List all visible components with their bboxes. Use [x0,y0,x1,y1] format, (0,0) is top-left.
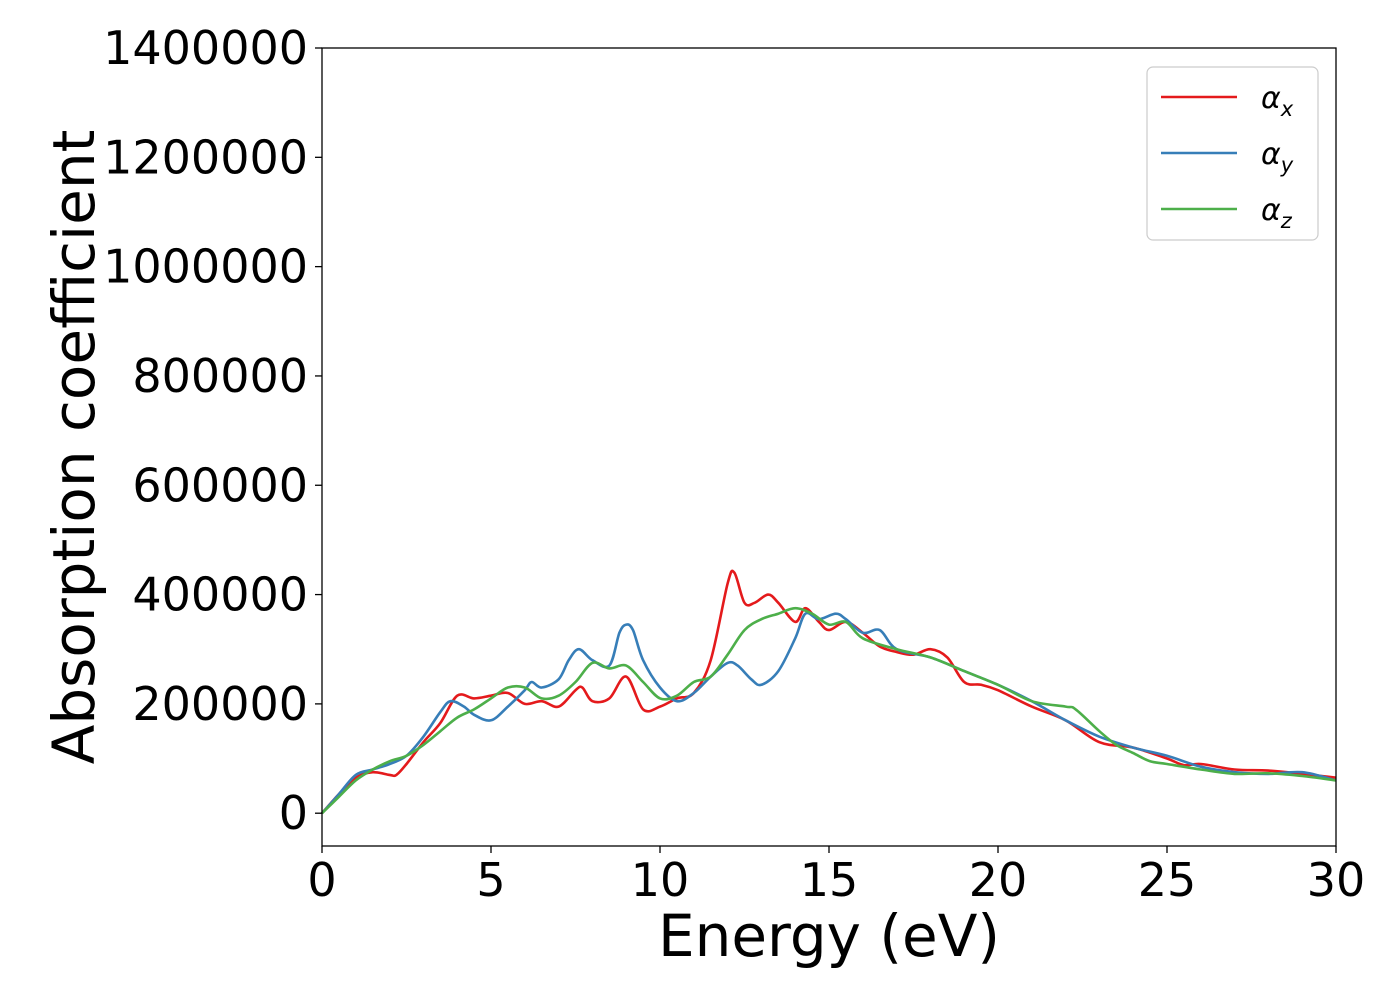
legend-entry-x: αx [1161,81,1294,121]
y-tick-label: 1400000 [103,21,308,75]
legend-entry-y: αy [1161,137,1294,177]
x-axis-label: Energy (eV) [658,902,1000,970]
x-axis: 0 5 10 15 20 25 30 [307,846,1365,907]
y-axis: 0 200000 400000 600000 800000 1000000 1200000 1… [103,21,322,840]
y-tick-label: 600000 [132,458,308,512]
legend-label: αx [1261,81,1294,121]
y-tick-label: 1200000 [103,130,308,184]
y-tick-label: 400000 [132,568,308,622]
y-tick-label: 800000 [132,349,308,403]
series-lines [321,569,1337,815]
legend-subscript: z [1280,209,1293,233]
legend-entry-z: αz [1161,193,1293,233]
legend-symbol: α [1261,137,1281,172]
x-tick-label: 10 [631,853,690,907]
legend-label: αz [1261,193,1293,233]
x-tick-label: 30 [1307,853,1366,907]
legend-label: αy [1261,137,1294,177]
x-tick-label: 0 [307,853,336,907]
legend-subscript: x [1280,97,1294,121]
y-axis-label: Absorption coefficient [40,130,108,765]
y-tick-label: 0 [279,786,308,840]
y-tick-label: 1000000 [103,240,308,294]
x-tick-label: 15 [800,853,859,907]
y-tick-label: 200000 [132,677,308,731]
legend-symbol: α [1261,193,1281,228]
legend-subscript: y [1280,153,1294,177]
x-tick-label: 20 [969,853,1028,907]
x-tick-label: 25 [1138,853,1197,907]
x-tick-label: 5 [476,853,505,907]
series-line-z [321,606,1337,815]
legend-symbol: α [1261,81,1281,116]
